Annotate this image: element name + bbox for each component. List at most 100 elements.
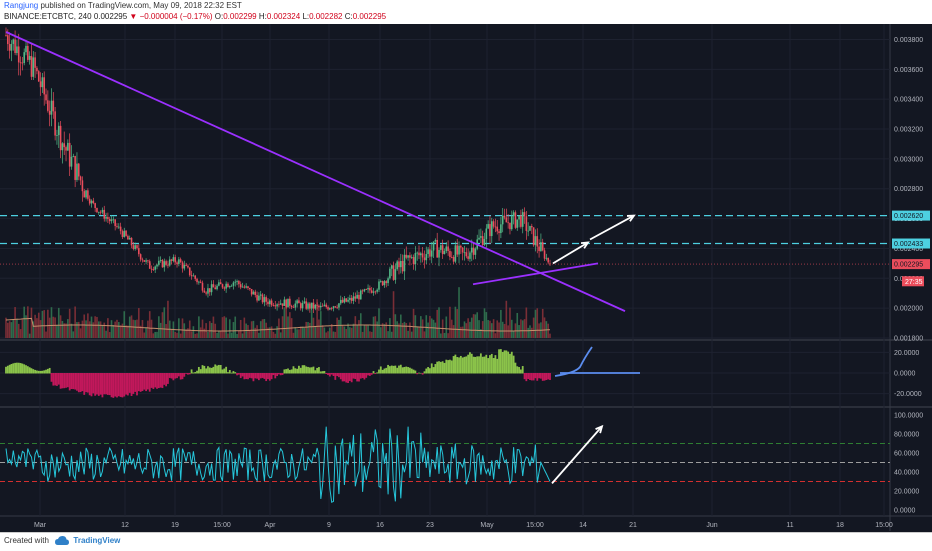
candle-body (390, 265, 393, 269)
volume-bar (470, 317, 473, 338)
volume-bar (201, 319, 204, 338)
close-label: C: (344, 12, 353, 21)
candle-body (294, 303, 297, 308)
candle-body (480, 236, 482, 238)
candle-body (401, 261, 404, 272)
candle-body (179, 259, 182, 263)
volume-bar (232, 322, 235, 338)
macd-bar (347, 373, 349, 384)
candle-body (110, 219, 113, 222)
macd-bar (108, 373, 111, 396)
volume-bar (247, 325, 249, 338)
volume-bar (372, 316, 375, 338)
macd-bar (172, 373, 175, 381)
macd-bar (83, 373, 86, 395)
volume-bar (127, 325, 129, 338)
volume-bar (97, 321, 100, 338)
volume-bar (307, 322, 309, 338)
macd-bar (94, 373, 97, 396)
macd-bar (46, 368, 49, 374)
macd-bar (456, 357, 459, 374)
candle-body (97, 211, 100, 213)
volume-bar (170, 329, 173, 338)
macd-bar (323, 371, 326, 374)
volume-bar (67, 319, 69, 338)
volume-bar (467, 318, 469, 338)
macd-bar (106, 373, 109, 395)
author-link[interactable]: Rangjung (4, 1, 39, 10)
footer: Created with TradingView (0, 532, 932, 551)
candle-body (105, 216, 107, 219)
macd-bar (190, 369, 193, 374)
rsi-tick-label: 80.0000 (894, 432, 919, 439)
volume-bar (281, 316, 284, 338)
candle-body (514, 212, 517, 228)
volume-bar (510, 319, 513, 338)
volume-bar (39, 320, 42, 338)
macd-bar (279, 373, 282, 376)
close-value: 0.002295 (352, 12, 387, 21)
macd-bar (399, 364, 402, 374)
candle-body (125, 230, 127, 236)
macd-bar (66, 373, 69, 388)
candle-body (338, 303, 340, 308)
candle-body (359, 290, 362, 300)
volume-bar (527, 327, 529, 338)
candle-body (43, 77, 46, 95)
rsi-projection-arrow (551, 425, 603, 484)
candle-body (183, 264, 186, 269)
macd-bar (276, 373, 278, 377)
macd-bar (327, 373, 329, 376)
candle-body (410, 257, 413, 258)
macd-tick-label: 0.0000 (894, 371, 916, 378)
volume-bar (339, 316, 342, 338)
macd-bar (141, 373, 144, 392)
candle-body (296, 300, 298, 304)
macd-bar (45, 369, 47, 374)
volume-ma-line (5, 317, 551, 332)
volume-bar (250, 321, 253, 338)
chart-area[interactable]: Mar 12 19 15:00 Apr 9 16 23 May 15:00 14 21 Jun 11 18 1… (0, 24, 932, 532)
candle-body (283, 299, 286, 306)
candle-body (305, 301, 308, 309)
volume-bar (440, 333, 442, 338)
macd-bar (478, 356, 480, 374)
macd-bar (494, 355, 497, 374)
candle-body (538, 246, 540, 252)
macd-bar (119, 373, 122, 397)
candle-body (509, 222, 511, 230)
candle-body (8, 44, 11, 51)
macd-bar (401, 367, 404, 374)
macd-bar (472, 356, 475, 374)
macd-bar (427, 367, 430, 374)
macd-bar (410, 368, 413, 374)
candle-body (376, 289, 378, 292)
x-tick-label: May (480, 522, 494, 529)
x-tick-label: 16 (376, 522, 384, 529)
volume-bar (330, 323, 333, 338)
macd-bar (519, 369, 522, 374)
volume-bar (303, 328, 306, 338)
volume-bar (263, 318, 266, 338)
tradingview-brand[interactable]: TradingView (73, 536, 121, 546)
macd-bar (443, 362, 446, 374)
x-tick-label: 12 (121, 522, 129, 529)
projection-arrow-head (626, 214, 636, 222)
candle-body (420, 253, 422, 256)
candle-body (68, 142, 71, 167)
candle-body (383, 281, 386, 286)
macd-bar (150, 373, 153, 388)
volume-bar (161, 312, 164, 338)
macd-bar (361, 373, 364, 379)
macd-bar (101, 373, 104, 398)
volume-bar (279, 332, 282, 338)
candle-body (248, 287, 251, 289)
macd-bar (76, 373, 78, 391)
macd-bar (476, 356, 479, 374)
macd-bar (423, 371, 426, 374)
volume-bar (276, 326, 278, 338)
volume-bar (190, 331, 193, 338)
volume-bar (458, 287, 460, 338)
macd-bar (501, 351, 504, 374)
macd-bar (461, 357, 464, 374)
